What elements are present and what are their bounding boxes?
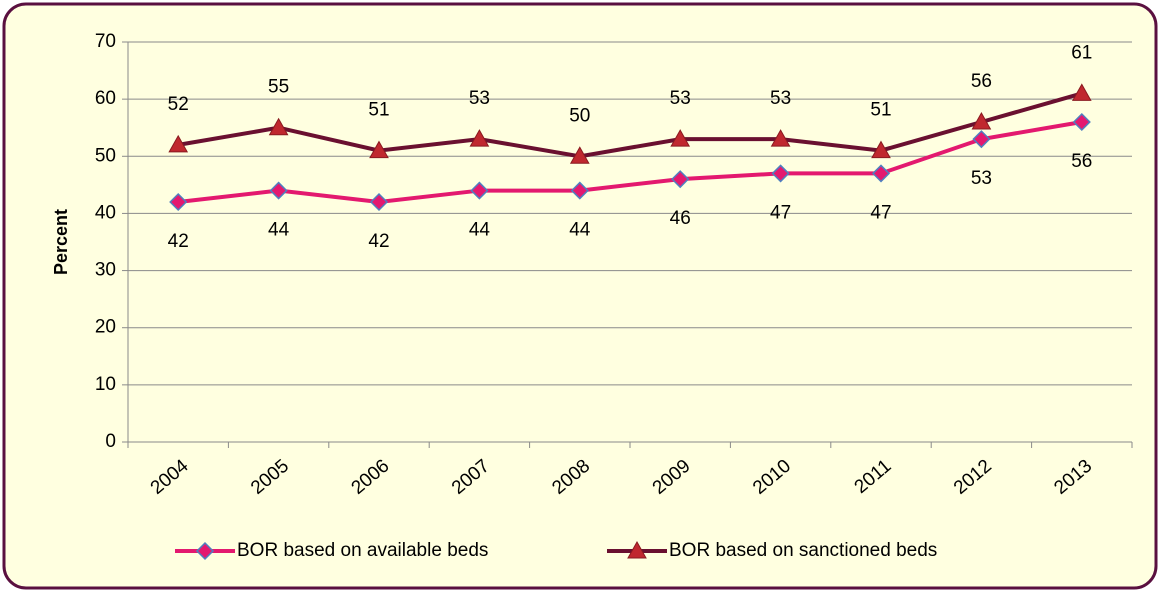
data-label: 51: [368, 100, 389, 121]
data-label: 56: [971, 71, 992, 92]
y-tick-label: 10: [95, 374, 116, 395]
data-label: 61: [1071, 42, 1092, 63]
y-tick-label: 60: [95, 88, 116, 109]
point-marker: [570, 181, 589, 200]
point-marker: [169, 192, 188, 212]
data-label: 53: [670, 88, 691, 109]
y-tick-label: 0: [105, 431, 116, 452]
data-label: 53: [469, 88, 490, 109]
point-marker: [972, 130, 991, 149]
point-marker: [627, 540, 647, 559]
data-label: 53: [770, 88, 791, 109]
series-line: [177, 120, 1083, 205]
data-label: 53: [971, 168, 992, 189]
point-marker: [1071, 83, 1092, 101]
data-label: 42: [368, 231, 389, 252]
y-tick-label: 20: [95, 317, 116, 338]
point-marker: [671, 170, 690, 189]
point-marker: [971, 111, 992, 130]
y-tick-label: 30: [95, 260, 116, 281]
legend-label: BOR based on available beds: [237, 540, 488, 561]
data-label: 52: [168, 94, 189, 115]
point-marker: [469, 129, 490, 147]
point-marker: [269, 181, 288, 200]
y-tick-label: 40: [95, 202, 116, 223]
y-tick-label: 50: [95, 145, 116, 166]
data-label: 55: [268, 77, 289, 98]
point-marker: [369, 140, 389, 159]
point-marker: [569, 146, 590, 164]
data-label: 44: [469, 220, 491, 241]
point-marker: [168, 134, 189, 153]
legend-label: BOR based on sanctioned beds: [669, 540, 937, 561]
point-marker: [771, 164, 790, 183]
point-marker: [871, 140, 891, 159]
data-label: 51: [870, 100, 891, 121]
series-line: [177, 91, 1083, 159]
y-axis-label: Percent: [51, 209, 71, 275]
point-marker: [871, 164, 891, 183]
point-marker: [268, 117, 289, 136]
point-marker: [369, 192, 389, 212]
point-marker: [770, 129, 791, 147]
point-marker: [670, 129, 691, 147]
y-tick-label: 70: [95, 31, 116, 52]
point-marker: [1072, 112, 1091, 132]
data-label: 50: [569, 105, 590, 126]
data-label: 44: [268, 220, 290, 241]
data-label: 47: [770, 202, 791, 223]
data-label: 42: [168, 231, 189, 252]
data-label: 44: [569, 220, 591, 241]
data-label: 56: [1071, 151, 1092, 172]
data-label: 47: [870, 202, 891, 223]
data-label: 46: [670, 208, 691, 229]
point-marker: [195, 541, 215, 561]
point-marker: [470, 181, 489, 200]
